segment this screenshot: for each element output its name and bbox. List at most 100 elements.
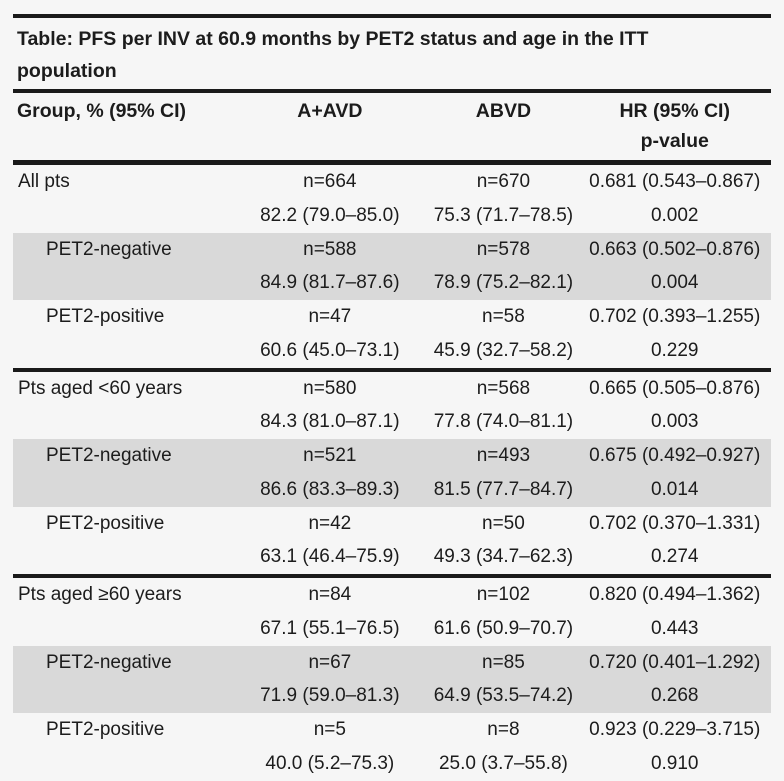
a-avd-n: n=521 xyxy=(303,445,357,466)
table-row: All pts n=664 n=670 0.681 (0.543–0.867) … xyxy=(13,165,771,233)
group-label: PET2-positive xyxy=(46,306,165,327)
abvd-n: n=102 xyxy=(476,584,531,605)
group-label: Pts aged ≥60 years xyxy=(18,584,182,605)
p-value: 0.002 xyxy=(650,204,699,226)
pfs-table: Table: PFS per INV at 60.9 months by PET… xyxy=(13,14,771,781)
col-header-hr-line: HR (95% CI) xyxy=(619,100,730,122)
row-line-percentages: 84.9 (81.7–87.6) 78.9 (75.2–82.1) 0.004 xyxy=(13,266,771,300)
row-line-counts: PET2-positive n=5 n=8 0.923 (0.229–3.715… xyxy=(13,713,771,747)
group-label: PET2-negative xyxy=(46,238,172,260)
row-line-counts: Pts aged ≥60 years n=84 n=102 0.820 (0.4… xyxy=(13,578,771,612)
p-value: 0.014 xyxy=(650,478,699,500)
row-line-counts: Pts aged <60 years n=580 n=568 0.665 (0.… xyxy=(13,372,771,406)
row-line-counts: All pts n=664 n=670 0.681 (0.543–0.867) xyxy=(13,165,771,199)
p-value: 0.229 xyxy=(650,339,699,361)
hr-ci: 0.663 (0.502–0.876) xyxy=(589,238,761,260)
a-avd-n: n=664 xyxy=(303,171,357,192)
table-body: All pts n=664 n=670 0.681 (0.543–0.867) … xyxy=(13,165,771,781)
col-header-abvd: ABVD xyxy=(475,100,532,122)
group-label: PET2-negative xyxy=(46,445,172,466)
row-line-percentages: 71.9 (59.0–81.3) 64.9 (53.5–74.2) 0.268 xyxy=(13,679,771,713)
abvd-pct: 77.8 (74.0–81.1) xyxy=(433,411,574,433)
p-value: 0.004 xyxy=(650,272,699,294)
a-avd-pct: 84.3 (81.0–87.1) xyxy=(260,411,400,433)
hr-ci: 0.665 (0.505–0.876) xyxy=(589,377,761,399)
abvd-n: n=578 xyxy=(476,238,531,260)
table-row: PET2-positive n=5 n=8 0.923 (0.229–3.715… xyxy=(13,713,771,781)
hr-ci: 0.720 (0.401–1.292) xyxy=(589,651,761,673)
col-header-a-avd: A+AVD xyxy=(297,100,363,122)
a-avd-n: n=47 xyxy=(308,306,352,327)
hr-ci: 0.820 (0.494–1.362) xyxy=(589,584,761,605)
table-row: PET2-negative n=67 n=85 0.720 (0.401–1.2… xyxy=(13,645,771,713)
abvd-n: n=58 xyxy=(482,306,525,327)
table-header: Group, % (95% CI) A+AVD ABVD HR (95% CI)… xyxy=(13,93,771,165)
a-avd-n: n=5 xyxy=(313,719,346,740)
table-row: PET2-negative n=521 n=493 0.675 (0.492–0… xyxy=(13,439,771,507)
a-avd-n: n=67 xyxy=(308,651,352,673)
p-value: 0.268 xyxy=(650,685,699,707)
hr-ci: 0.702 (0.393–1.255) xyxy=(589,306,761,327)
row-line-percentages: 82.2 (79.0–85.0) 75.3 (71.7–78.5) 0.002 xyxy=(13,199,771,233)
row-line-percentages: 67.1 (55.1–76.5) 61.6 (50.9–70.7) 0.443 xyxy=(13,612,771,646)
row-line-percentages: 84.3 (81.0–87.1) 77.8 (74.0–81.1) 0.003 xyxy=(13,405,771,439)
abvd-pct: 81.5 (77.7–84.7) xyxy=(433,478,574,500)
table-title: Table: PFS per INV at 60.9 months by PET… xyxy=(13,18,771,93)
abvd-pct: 75.3 (71.7–78.5) xyxy=(433,204,574,226)
a-avd-pct: 86.6 (83.3–89.3) xyxy=(260,478,400,500)
a-avd-pct: 40.0 (5.2–75.3) xyxy=(265,752,395,774)
row-line-counts: PET2-negative n=588 n=578 0.663 (0.502–0… xyxy=(13,233,771,267)
abvd-pct: 64.9 (53.5–74.2) xyxy=(433,685,574,707)
hr-ci: 0.923 (0.229–3.715) xyxy=(589,719,761,740)
a-avd-n: n=580 xyxy=(303,377,357,399)
group-label: All pts xyxy=(18,171,70,192)
row-line-counts: PET2-positive n=42 n=50 0.702 (0.370–1.3… xyxy=(13,507,771,541)
row-line-counts: PET2-negative n=521 n=493 0.675 (0.492–0… xyxy=(13,439,771,473)
group-label: Pts aged <60 years xyxy=(18,377,183,399)
abvd-n: n=50 xyxy=(482,512,525,534)
abvd-pct: 45.9 (32.7–58.2) xyxy=(433,339,574,361)
abvd-n: n=85 xyxy=(482,651,525,673)
col-header-group: Group, % (95% CI) xyxy=(17,100,187,122)
row-line-percentages: 60.6 (45.0–73.1) 45.9 (32.7–58.2) 0.229 xyxy=(13,334,771,368)
abvd-n: n=670 xyxy=(476,171,531,192)
row-line-counts: PET2-positive n=47 n=58 0.702 (0.393–1.2… xyxy=(13,300,771,334)
a-avd-pct: 82.2 (79.0–85.0) xyxy=(260,204,400,226)
abvd-pct: 78.9 (75.2–82.1) xyxy=(433,272,574,294)
p-value: 0.274 xyxy=(650,546,699,568)
a-avd-pct: 84.9 (81.7–87.6) xyxy=(260,272,400,294)
table-title-line1: Table: PFS per INV at 60.9 months by PET… xyxy=(17,28,649,50)
a-avd-n: n=42 xyxy=(308,512,352,534)
col-header-hr: HR (95% CI) p-value xyxy=(578,96,771,156)
table-row: PET2-positive n=47 n=58 0.702 (0.393–1.2… xyxy=(13,300,771,368)
table-row: Pts aged ≥60 years n=84 n=102 0.820 (0.4… xyxy=(13,574,771,646)
table-row: PET2-positive n=42 n=50 0.702 (0.370–1.3… xyxy=(13,507,771,575)
p-value: 0.910 xyxy=(650,752,699,774)
group-label: PET2-negative xyxy=(46,651,172,673)
group-label: PET2-positive xyxy=(46,719,165,740)
a-avd-pct: 67.1 (55.1–76.5) xyxy=(260,617,400,639)
table-row: PET2-negative n=588 n=578 0.663 (0.502–0… xyxy=(13,232,771,300)
abvd-pct: 61.6 (50.9–70.7) xyxy=(433,617,574,639)
abvd-n: n=493 xyxy=(476,445,531,466)
row-line-percentages: 86.6 (83.3–89.3) 81.5 (77.7–84.7) 0.014 xyxy=(13,473,771,507)
row-line-counts: PET2-negative n=67 n=85 0.720 (0.401–1.2… xyxy=(13,646,771,680)
hr-ci: 0.675 (0.492–0.927) xyxy=(589,445,761,466)
col-header-pvalue-line: p-value xyxy=(640,130,709,152)
p-value: 0.003 xyxy=(650,411,699,433)
a-avd-pct: 63.1 (46.4–75.9) xyxy=(260,546,400,568)
table-title-line2: population xyxy=(17,60,117,82)
group-label: PET2-positive xyxy=(46,512,165,534)
abvd-n: n=568 xyxy=(476,377,531,399)
row-line-percentages: 40.0 (5.2–75.3) 25.0 (3.7–55.8) 0.910 xyxy=(13,747,771,781)
a-avd-n: n=588 xyxy=(303,238,357,260)
table-row: Pts aged <60 years n=580 n=568 0.665 (0.… xyxy=(13,367,771,440)
abvd-n: n=8 xyxy=(487,719,520,740)
hr-ci: 0.681 (0.543–0.867) xyxy=(589,171,761,192)
row-line-percentages: 63.1 (46.4–75.9) 49.3 (34.7–62.3) 0.274 xyxy=(13,540,771,574)
a-avd-n: n=84 xyxy=(308,584,352,605)
abvd-pct: 25.0 (3.7–55.8) xyxy=(438,752,568,774)
abvd-pct: 49.3 (34.7–62.3) xyxy=(433,546,574,568)
p-value: 0.443 xyxy=(650,617,699,639)
